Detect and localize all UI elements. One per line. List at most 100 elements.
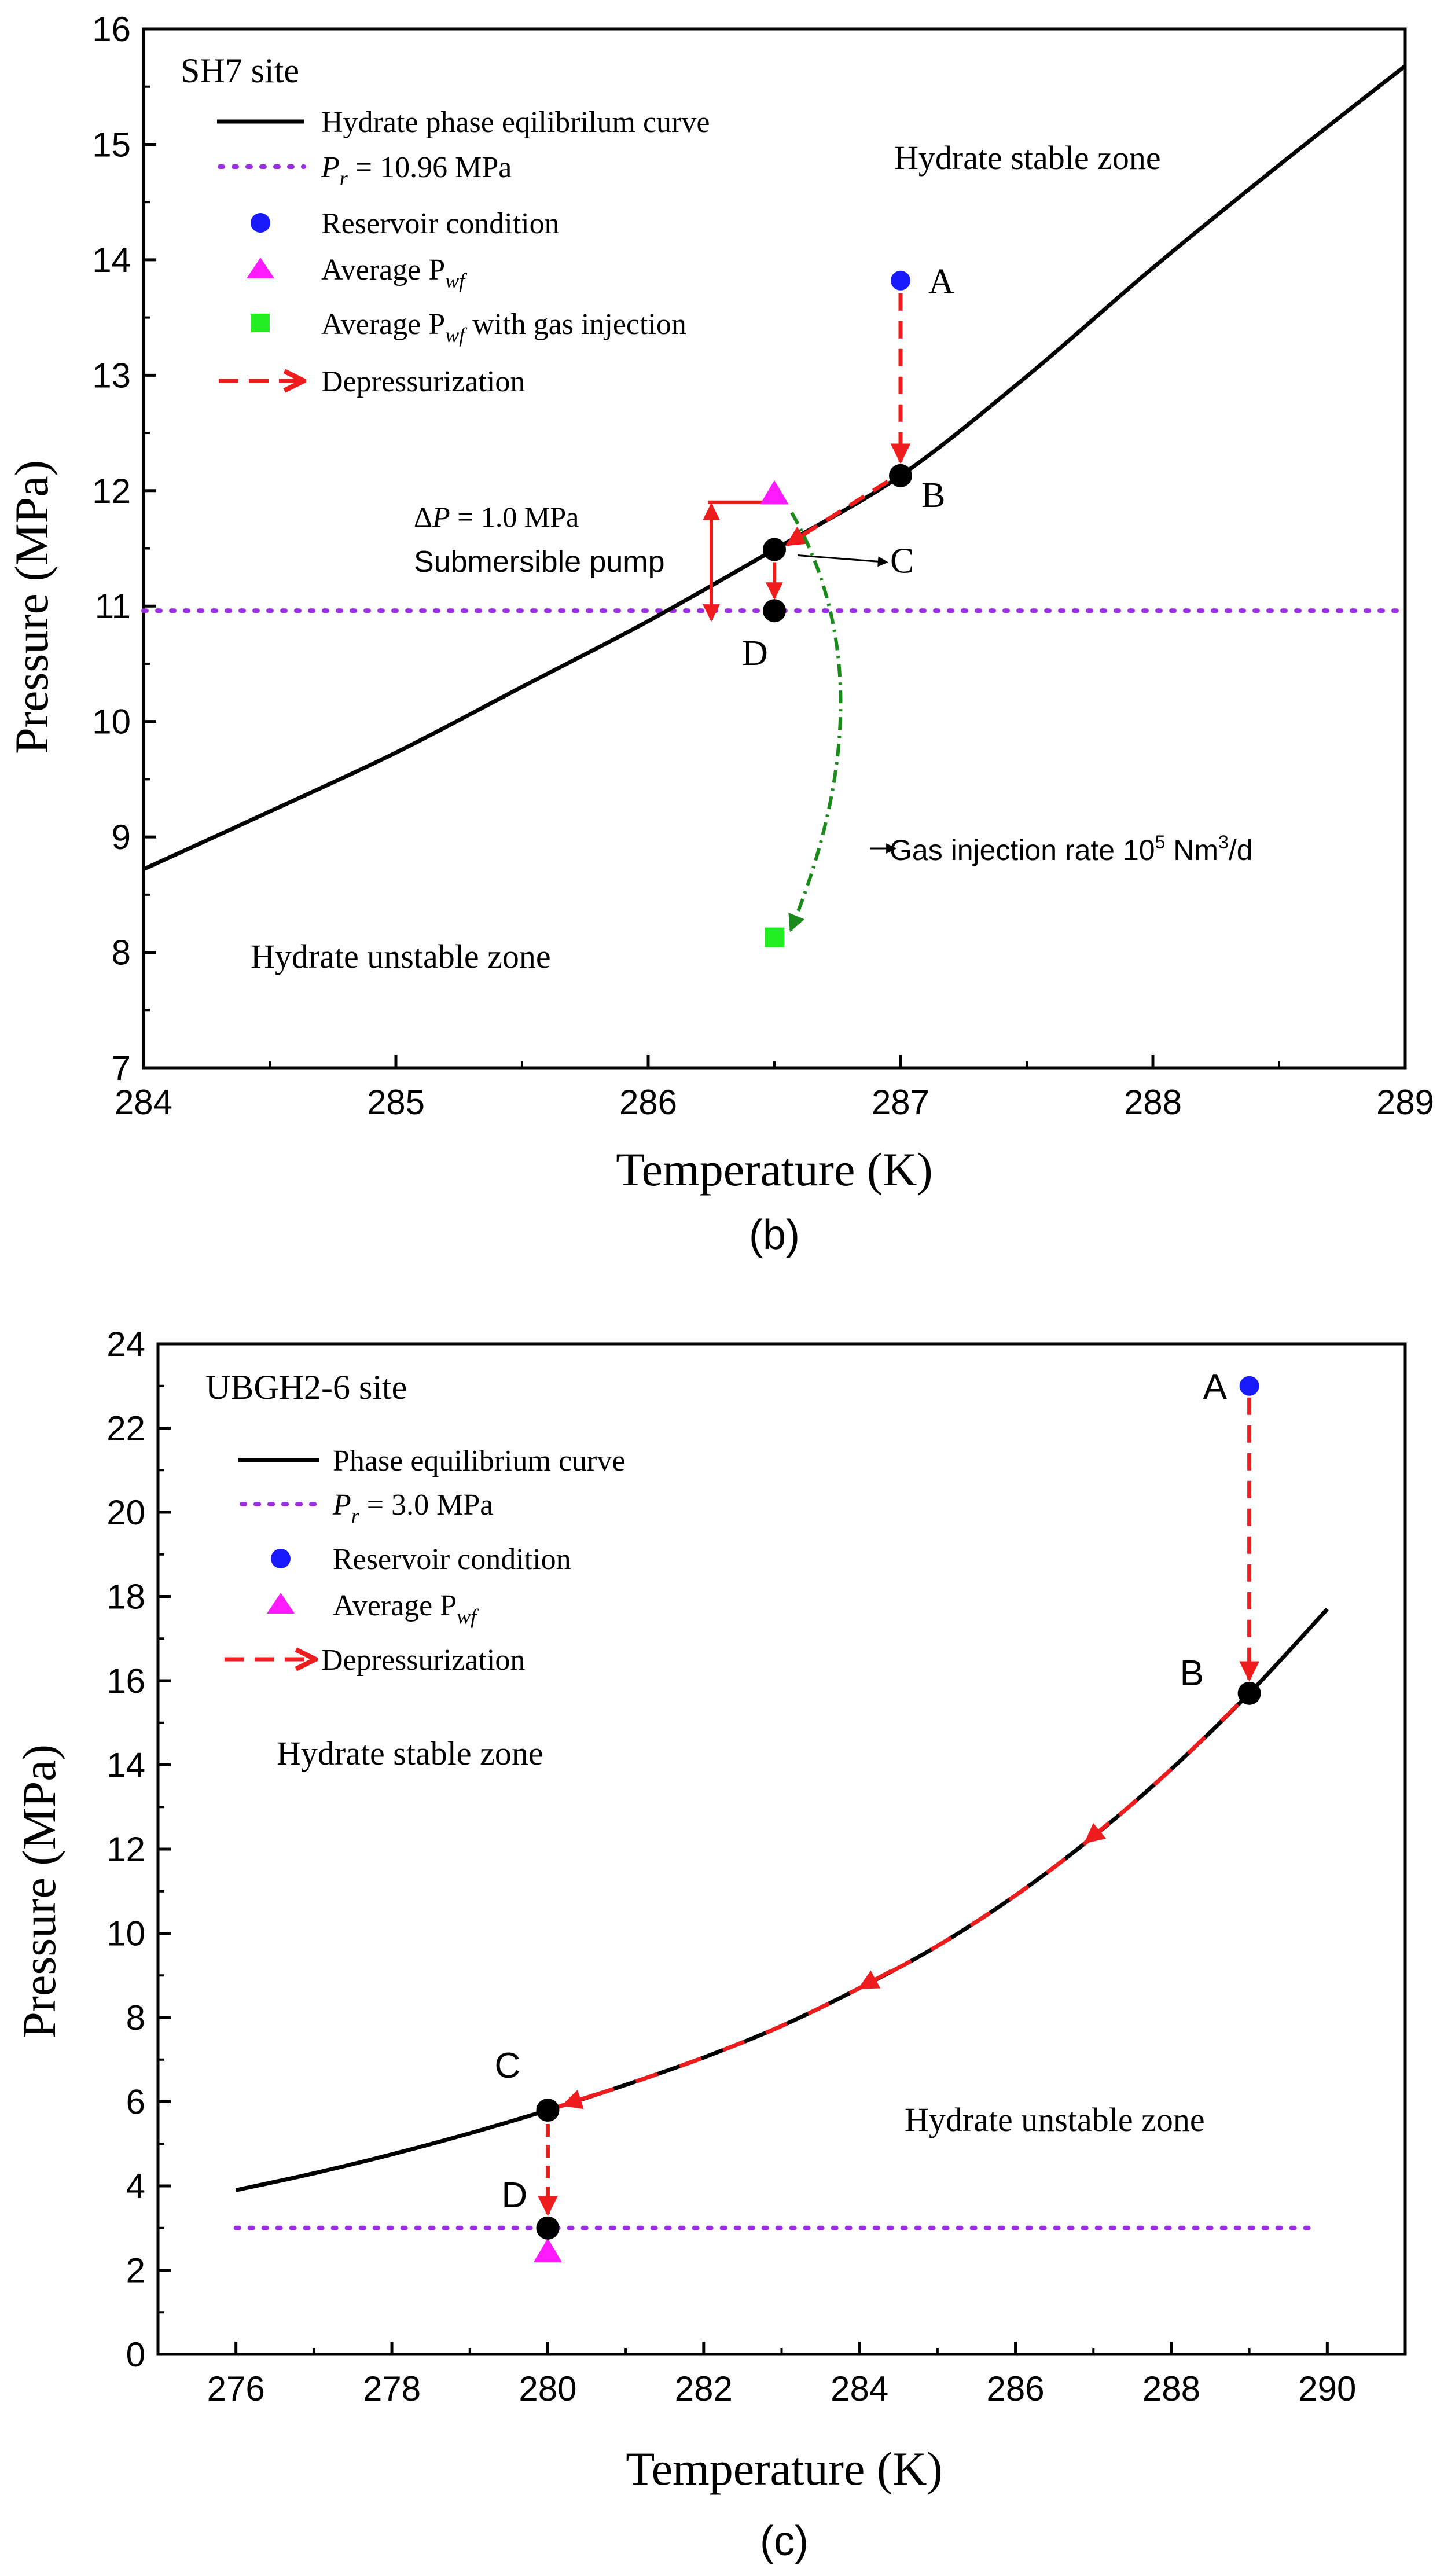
c-point-label-a: A — [1203, 1367, 1228, 1407]
b-legend-gas-injection-label: Average Pwf with gas injection — [321, 308, 686, 347]
c-x-tick-label: 284 — [831, 2369, 888, 2408]
c-point-label-b: B — [1180, 1653, 1204, 1693]
b-point-label-c: C — [890, 541, 914, 580]
b-plot-frame — [142, 27, 1407, 1070]
b-legend-pwf-label: Average Pwf — [321, 253, 468, 292]
b-legend-reservoir-label: Reservoir condition — [321, 207, 560, 240]
c-x-tick-label: 278 — [363, 2369, 421, 2408]
b-legend-reservoir-swatch — [251, 213, 270, 233]
c-curve-direction-arrow — [561, 2089, 596, 2110]
b-legend-pwf-swatch — [247, 258, 274, 278]
c-depressurization-path-b-c — [547, 1692, 1251, 2112]
b-x-axis-title: Temperature (K) — [616, 1143, 932, 1196]
c-y-tick-label: 22 — [106, 1409, 145, 1448]
c-y-tick-label: 24 — [106, 1325, 145, 1364]
b-panel-label: (b) — [749, 1212, 800, 1258]
b-legend: Hydrate phase eqilibrilum curve Pr = 10.… — [217, 106, 710, 398]
c-y-tick-label: 4 — [126, 2167, 145, 2206]
c-site-label: UBGH2-6 site — [205, 1368, 407, 1406]
b-tick-labels: 284 285 286 287 288 289 7 8 9 10 11 12 13 14 15 16 — [92, 10, 1434, 1122]
c-legend-pwf-swatch — [267, 1593, 295, 1614]
b-marker-gas-injection-pwf — [765, 927, 784, 947]
c-data-markers — [533, 1376, 1261, 2262]
c-marker-point-c — [536, 2099, 560, 2122]
c-x-tick-label: 280 — [519, 2369, 576, 2408]
b-y-tick-label: 11 — [95, 587, 131, 626]
c-marker-point-b — [1237, 1681, 1261, 1705]
b-y-tick-label: 16 — [92, 10, 131, 49]
c-point-label-c: C — [494, 2046, 520, 2086]
c-y-tick-label: 12 — [106, 1830, 145, 1869]
b-x-tick-label: 284 — [115, 1083, 172, 1122]
c-curve-direction-arrow — [858, 1969, 892, 1990]
c-y-tick-label: 10 — [106, 1914, 145, 1953]
b-x-tick-label: 286 — [619, 1083, 677, 1122]
b-y-tick-label: 13 — [92, 356, 131, 395]
b-marker-point-b — [889, 464, 912, 487]
c-axis-ticks — [157, 1342, 1406, 2356]
b-x-tick-label: 287 — [872, 1083, 929, 1122]
b-unstable-zone-label: Hydrate unstable zone — [251, 938, 551, 975]
b-point-label-a: A — [928, 262, 954, 302]
b-y-tick-label: 12 — [92, 472, 131, 510]
c-legend-pr-label: Pr = 3.0 MPa — [332, 1489, 493, 1527]
b-depressurization-arrow-b-c — [785, 479, 889, 547]
b-site-label: SH7 site — [181, 52, 299, 90]
c-y-tick-label: 18 — [106, 1578, 145, 1616]
c-legend-depressurization-label: Depressurization — [321, 1644, 525, 1677]
c-marker-average-pwf — [533, 2238, 563, 2262]
b-stable-zone-label: Hydrate stable zone — [894, 139, 1161, 177]
b-legend-depressurization-label: Depressurization — [321, 365, 525, 398]
b-legend-curve-label: Hydrate phase eqilibrilum curve — [321, 106, 710, 139]
c-x-tick-label: 290 — [1298, 2369, 1356, 2408]
b-legend-pr-label: Pr = 10.96 MPa — [321, 151, 512, 190]
c-y-tick-label: 2 — [126, 2251, 145, 2290]
c-y-tick-label: 0 — [126, 2335, 145, 2374]
c-legend-reservoir-swatch — [271, 1549, 291, 1568]
b-data-markers — [760, 270, 912, 947]
c-y-tick-label: 8 — [126, 1998, 145, 2037]
c-depressurization-direction-arrows — [561, 1821, 1111, 2110]
chart-panel-c: 276 278 280 282 284 286 288 2900246810121416182… — [13, 1325, 1407, 2564]
c-legend-reservoir-label: Reservoir condition — [333, 1543, 571, 1576]
c-x-tick-label: 288 — [1142, 2369, 1200, 2408]
c-x-tick-label: 286 — [987, 2369, 1045, 2408]
b-pump-label: Submersible pump — [414, 545, 665, 579]
c-y-tick-label: 20 — [106, 1493, 145, 1532]
b-c-callout-arrow — [797, 554, 888, 567]
b-marker-point-a — [891, 270, 910, 291]
c-marker-point-d — [536, 2216, 560, 2240]
c-x-tick-label: 282 — [675, 2369, 733, 2408]
b-marker-point-c — [763, 538, 786, 561]
c-panel-label: (c) — [760, 2518, 809, 2564]
b-y-tick-label: 15 — [92, 125, 131, 164]
b-legend-gas-injection-swatch — [251, 314, 270, 332]
c-y-axis-title: Pressure (MPa) — [13, 1744, 65, 2038]
b-marker-point-d — [763, 599, 786, 623]
b-x-tick-label: 285 — [367, 1083, 425, 1122]
c-y-tick-label: 14 — [106, 1746, 145, 1785]
b-gas-rate-label: Gas injection rate 105 Nm3/d — [890, 832, 1253, 866]
c-legend: Phase equilibrium curve Pr = 3.0 MPa Res… — [225, 1445, 625, 1677]
b-y-axis-title: Pressure (MPa) — [5, 460, 58, 754]
c-point-label-d: D — [501, 2176, 527, 2215]
c-y-tick-label: 16 — [106, 1662, 145, 1700]
b-x-tick-label: 288 — [1124, 1083, 1182, 1122]
b-marker-average-pwf — [760, 480, 789, 505]
c-x-axis-title: Temperature (K) — [626, 2442, 942, 2495]
b-x-tick-label: 289 — [1376, 1083, 1434, 1122]
c-unstable-zone-label: Hydrate unstable zone — [905, 2101, 1205, 2138]
c-y-tick-label: 6 — [126, 2083, 145, 2122]
b-y-tick-label: 8 — [112, 934, 131, 972]
b-equilibrium-curve — [142, 64, 1407, 872]
b-y-tick-label: 7 — [112, 1049, 131, 1087]
c-plot-frame — [156, 1342, 1407, 2356]
c-x-tick-label: 276 — [207, 2369, 265, 2408]
c-marker-point-a — [1239, 1376, 1259, 1396]
b-y-tick-label: 9 — [112, 818, 131, 857]
b-y-tick-label: 14 — [92, 241, 131, 280]
b-point-label-d: D — [742, 634, 768, 673]
c-legend-curve-label: Phase equilibrium curve — [333, 1445, 625, 1478]
